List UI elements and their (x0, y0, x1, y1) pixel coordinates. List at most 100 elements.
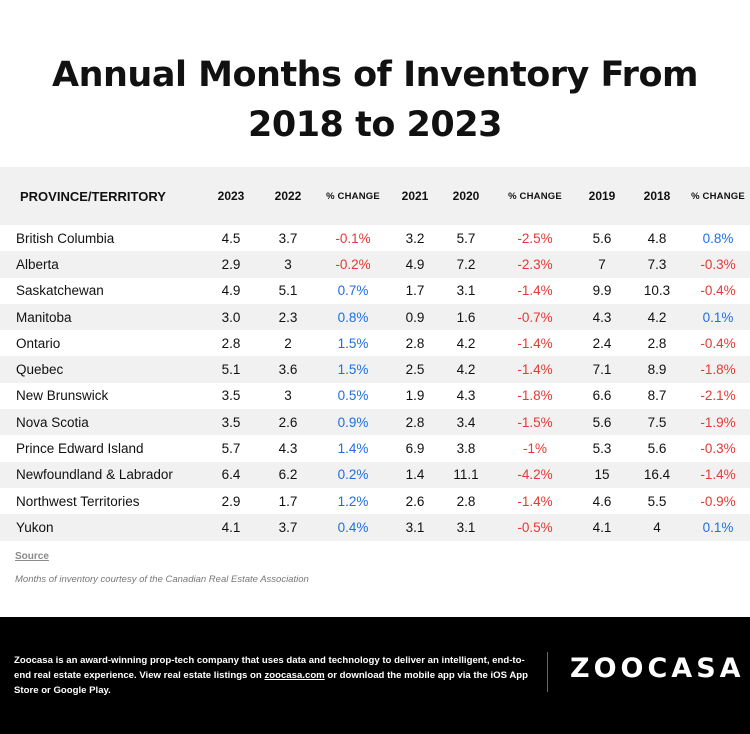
inventory-table-wrap: PROVINCE/TERRITORY 2023 2022% CHANGE 2021 20… (0, 167, 750, 541)
table-row: Saskatchewan 4.9 5.1 0.7% 1.7 3.1 -1.4% 9.9 10.3… (0, 278, 750, 304)
value-cell: 2.8 (456, 493, 476, 509)
table-row: New Brunswick 3.5 3 0.5% 1.9 4.3 -1.8% 6.6 8.7 -2… (0, 383, 750, 409)
value-cell: 3.1 (405, 519, 425, 535)
value-cell: 0.9% (337, 414, 369, 430)
value-cell: 4.1 (592, 519, 612, 535)
table-row: Newfoundland & Labrador 6.4 6.2 0.2% 1.4 11.1… (0, 461, 750, 488)
table-row: Manitoba 3.0 2.3 0.8% 0.9 1.6 -0.7% 4.3 4.2 0.1% (0, 303, 750, 331)
table-row: Ontario 2.8 2 1.5% 2.8 4.2 -1.4% 2.4 2.8 -0.4% (0, 330, 750, 356)
value-cell: 1.7 (278, 493, 298, 509)
value-cell: 3 (284, 388, 292, 404)
value-cell: 4.9 (221, 283, 241, 299)
value-cell: 4.1 (221, 519, 241, 535)
value-cell: 3.7 (278, 230, 298, 246)
table-row: Northwest Territories 2.9 1.7 1.2% 2.6 2.8 -1.… (0, 488, 750, 514)
page-title: Annual Months of Inventory From 2018 to … (0, 50, 750, 150)
value-cell: 3.5 (221, 414, 241, 430)
value-cell: 2.6 (278, 414, 298, 430)
province-cell: Northwest Territories (16, 493, 140, 509)
value-cell: 0.8% (337, 309, 369, 325)
value-cell: -1.8% (700, 362, 736, 378)
value-cell: 3.2 (405, 230, 425, 246)
value-cell: 3.1 (456, 283, 476, 299)
value-cell: -2.5% (517, 230, 553, 246)
value-cell: -1% (522, 441, 547, 457)
value-cell: 6.2 (278, 467, 298, 483)
value-cell: 4.6 (592, 493, 612, 509)
value-cell: -0.4% (700, 283, 736, 299)
value-cell: 1.9 (405, 388, 425, 404)
source-link[interactable]: Source (15, 551, 49, 562)
value-cell: 0.5% (337, 388, 369, 404)
value-cell: 4.2 (456, 335, 476, 351)
footer-link[interactable]: zoocasa.com (264, 670, 325, 681)
value-cell: -1.5% (517, 414, 553, 430)
column-header: % CHANGE (326, 190, 380, 202)
value-cell: 0.9 (405, 309, 425, 325)
column-header: 2022 (274, 189, 302, 203)
value-cell: 5.5 (647, 493, 667, 509)
value-cell: 5.6 (592, 230, 612, 246)
value-cell: 3.4 (456, 414, 476, 430)
value-cell: -0.2% (335, 256, 371, 272)
value-cell: -0.9% (700, 493, 736, 509)
province-cell: Alberta (16, 256, 59, 272)
value-cell: -2.1% (700, 388, 736, 404)
value-cell: 2.8 (405, 335, 425, 351)
value-cell: 6.6 (592, 388, 612, 404)
value-cell: 5.6 (592, 414, 612, 430)
value-cell: 5.7 (456, 230, 476, 246)
value-cell: 4 (653, 519, 661, 535)
value-cell: 2.8 (647, 335, 667, 351)
value-cell: 4.9 (405, 256, 425, 272)
column-header: % CHANGE (508, 190, 562, 202)
zoocasa-logo: ZOOCASA (570, 653, 745, 684)
value-cell: 2.9 (221, 256, 241, 272)
value-cell: -1.4% (517, 493, 553, 509)
value-cell: -0.3% (700, 441, 736, 457)
footer-text: Zoocasa is an award-winning prop-tech co… (14, 653, 534, 698)
value-cell: 3.7 (278, 519, 298, 535)
value-cell: 5.7 (221, 441, 241, 457)
column-header: 2018 (643, 189, 671, 203)
value-cell: 7.1 (592, 362, 612, 378)
province-cell: Nova Scotia (16, 414, 89, 430)
table-row: Yukon 4.1 3.7 0.4% 3.1 3.1 -0.5% 4.1 4 0.1% (0, 514, 750, 541)
value-cell: 2 (284, 335, 292, 351)
value-cell: -2.3% (517, 256, 553, 272)
value-cell: -1.4% (517, 335, 553, 351)
column-header: 2020 (452, 189, 480, 203)
province-cell: New Brunswick (16, 388, 109, 404)
value-cell: 6.4 (221, 467, 241, 483)
value-cell: 3 (284, 256, 292, 272)
value-cell: 8.7 (647, 388, 667, 404)
value-cell: 9.9 (592, 283, 612, 299)
province-cell: Quebec (16, 362, 64, 378)
value-cell: -1.9% (700, 414, 736, 430)
value-cell: 16.4 (643, 467, 671, 483)
table-row: Quebec 5.1 3.6 1.5% 2.5 4.2 -1.4% 7.1 8.9 -1.8% (0, 356, 750, 383)
value-cell: -1.4% (517, 362, 553, 378)
value-cell: -0.4% (700, 335, 736, 351)
table-body: British Columbia 4.5 3.7 -0.1% 3.2 5.7 -2.5% 5.… (0, 225, 750, 541)
inventory-table: PROVINCE/TERRITORY 2023 2022% CHANGE 2021 20… (0, 167, 750, 541)
title-line-2: 2018 to 2023 (248, 105, 502, 145)
value-cell: 2.9 (221, 493, 241, 509)
footer-divider (547, 652, 548, 692)
table-header-row: PROVINCE/TERRITORY 2023 2022 % CHANGE 2021 20… (0, 167, 750, 225)
value-cell: 5.3 (592, 441, 612, 457)
province-cell: Prince Edward Island (16, 441, 144, 457)
table-row: Prince Edward Island 5.7 4.3 1.4% 6.9 3.8 -1% 5… (0, 435, 750, 461)
value-cell: -1.4% (517, 283, 553, 299)
province-cell: Yukon (16, 519, 54, 535)
province-cell: British Columbia (16, 230, 115, 246)
value-cell: -1.4% (700, 467, 736, 483)
value-cell: 2.3 (278, 309, 298, 325)
value-cell: 2.8 (405, 414, 425, 430)
value-cell: 1.4 (405, 467, 425, 483)
value-cell: 5.1 (221, 362, 241, 378)
value-cell: 0.1% (702, 309, 734, 325)
value-cell: 3.5 (221, 388, 241, 404)
value-cell: 2.6 (405, 493, 425, 509)
column-header: % CHANGE (691, 190, 745, 202)
